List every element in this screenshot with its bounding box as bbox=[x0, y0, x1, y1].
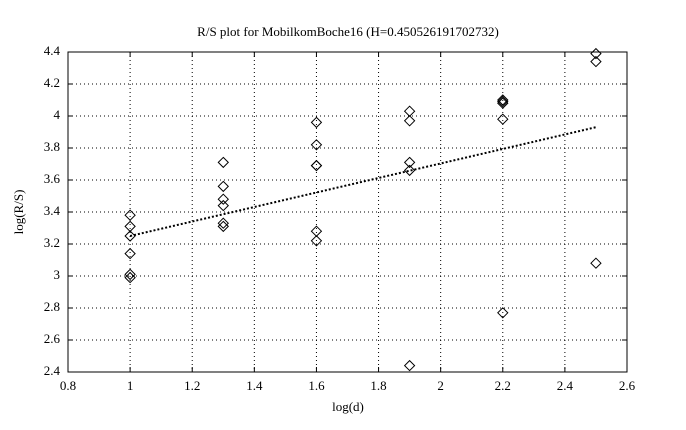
point bbox=[497, 113, 509, 125]
y-tick-label: 2.8 bbox=[44, 299, 60, 314]
point bbox=[497, 307, 509, 319]
y-tick-label: 4.4 bbox=[44, 43, 61, 58]
x-tick-label: 2.4 bbox=[557, 378, 574, 393]
point bbox=[497, 97, 509, 109]
point bbox=[124, 230, 136, 242]
y-tick-label: 2.4 bbox=[44, 363, 61, 378]
point bbox=[590, 257, 602, 269]
point bbox=[124, 268, 136, 281]
x-tick-label: 1.8 bbox=[370, 378, 386, 393]
x-tick-label: 1 bbox=[127, 378, 134, 393]
y-tick-label: 3.4 bbox=[44, 203, 61, 218]
point bbox=[124, 247, 136, 260]
y-tick-label: 3.2 bbox=[44, 235, 60, 250]
x-tick-label: 2 bbox=[437, 378, 444, 393]
x-tick-label: 0.8 bbox=[60, 378, 76, 393]
point bbox=[124, 209, 136, 221]
point bbox=[590, 47, 602, 60]
point bbox=[310, 116, 323, 129]
x-tick-label: 2.6 bbox=[619, 378, 636, 393]
point bbox=[403, 359, 416, 372]
point bbox=[590, 55, 602, 68]
x-tick-label: 1.2 bbox=[184, 378, 200, 393]
y-tick-label: 2.6 bbox=[44, 331, 61, 346]
chart-title: R/S plot for MobilkomBoche16 (H=0.450526… bbox=[197, 24, 499, 39]
point bbox=[217, 193, 229, 205]
point bbox=[403, 164, 416, 177]
point bbox=[217, 156, 229, 169]
point bbox=[124, 271, 136, 284]
point bbox=[497, 94, 509, 106]
point bbox=[217, 220, 229, 233]
y-tick-label: 3 bbox=[54, 267, 61, 282]
x-tick-label: 1.6 bbox=[308, 378, 325, 393]
x-tick-label: 1.4 bbox=[246, 378, 263, 393]
point bbox=[217, 180, 229, 193]
x-axis-label: log(d) bbox=[332, 399, 364, 414]
point bbox=[310, 139, 323, 151]
y-tick-label: 3.8 bbox=[44, 139, 60, 154]
point bbox=[310, 159, 323, 172]
point bbox=[403, 115, 416, 127]
point bbox=[403, 156, 416, 169]
x-tick-label: 2.2 bbox=[495, 378, 511, 393]
point bbox=[217, 199, 229, 212]
y-tick-label: 4 bbox=[54, 107, 61, 122]
point bbox=[497, 95, 509, 108]
y-axis-label: log(R/S) bbox=[11, 190, 26, 235]
point bbox=[310, 235, 323, 247]
y-tick-label: 3.6 bbox=[44, 171, 61, 186]
point bbox=[217, 217, 229, 229]
y-tick-label: 4.2 bbox=[44, 75, 60, 90]
